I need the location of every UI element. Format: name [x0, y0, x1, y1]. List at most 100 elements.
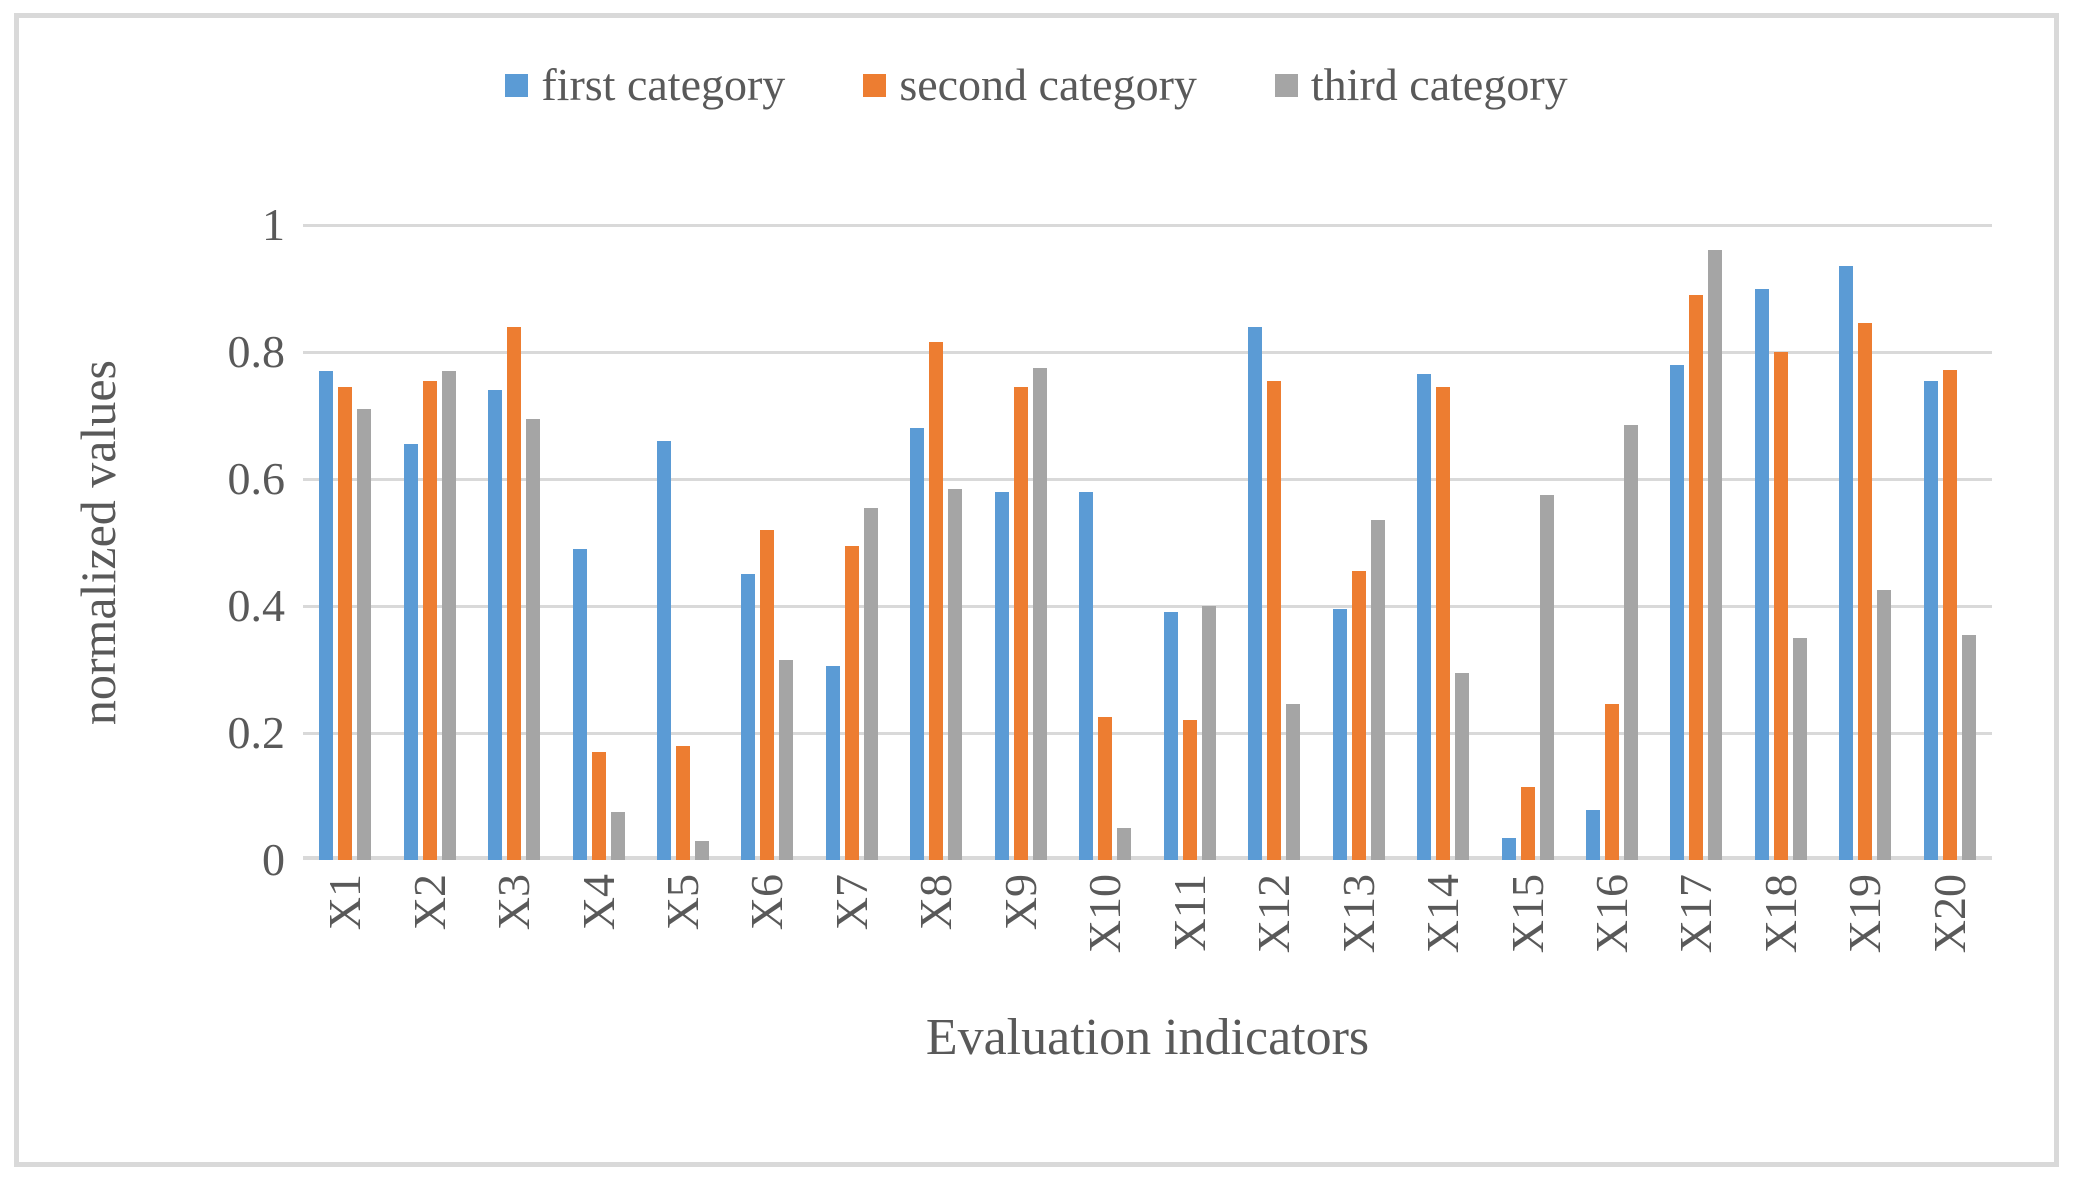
bar-group-X4 [556, 225, 640, 860]
y-axis-title-text: normalized values [70, 359, 126, 726]
bar-group-X17 [1654, 225, 1738, 860]
bar-X5-second [676, 745, 691, 860]
bar-X17-third [1708, 250, 1723, 860]
x-label-cell-X12: X12 [1232, 874, 1316, 1004]
bar-X20-second [1942, 369, 1957, 860]
bar-X8-second [929, 342, 944, 860]
y-axis-title: normalized values [68, 225, 128, 860]
bar-group-X1 [303, 225, 387, 860]
legend-label: first category [541, 59, 786, 110]
bar-group-X5 [641, 225, 725, 860]
bar-X16-first [1586, 810, 1601, 860]
bar-X19-first [1839, 266, 1854, 860]
x-tick-label-X9: X9 [994, 874, 1046, 931]
bar-X12-first [1248, 326, 1263, 860]
y-tick-label-1: 1 [262, 199, 285, 250]
y-tick-label-0.2: 0.2 [227, 707, 286, 758]
legend-item-3: third category [1274, 59, 1568, 110]
gridline-0.2 [303, 731, 1992, 735]
x-label-cell-X3: X3 [472, 874, 556, 1004]
bar-X13-second [1351, 571, 1366, 860]
bar-group-X15 [1485, 225, 1569, 860]
y-tick-label-0.6: 0.6 [227, 453, 286, 504]
y-tick-label-0.8: 0.8 [227, 326, 286, 377]
bar-X1-first [319, 371, 334, 860]
bar-X1-third [357, 409, 372, 860]
x-label-cell-X13: X13 [1316, 874, 1400, 1004]
bar-X17-first [1670, 364, 1685, 860]
bar-series-container [303, 225, 1992, 860]
y-tick-label-0: 0 [262, 834, 285, 885]
x-label-cell-X8: X8 [894, 874, 978, 1004]
bar-X20-first [1923, 380, 1938, 860]
x-label-cell-X1: X1 [303, 874, 387, 1004]
x-tick-label-X1: X1 [319, 874, 371, 931]
bar-X18-second [1773, 352, 1788, 860]
bar-X15-second [1520, 786, 1535, 860]
bar-X14-first [1417, 374, 1432, 860]
x-tick-label-X6: X6 [741, 874, 793, 931]
x-tick-label-X19: X19 [1839, 874, 1891, 954]
bar-X7-first [825, 666, 840, 860]
bar-X11-first [1163, 612, 1178, 860]
x-label-cell-X19: X19 [1823, 874, 1907, 1004]
bar-X14-second [1436, 386, 1451, 860]
x-label-cell-X17: X17 [1654, 874, 1738, 1004]
bar-X2-second [422, 380, 437, 860]
bar-X12-third [1286, 704, 1301, 860]
bar-group-X2 [387, 225, 471, 860]
legend-swatch-icon [863, 73, 887, 97]
legend-label: third category [1310, 59, 1568, 110]
bar-X15-third [1539, 494, 1554, 860]
bar-group-X3 [472, 225, 556, 860]
legend-item-2: second category [863, 62, 1197, 108]
bar-group-X19 [1823, 225, 1907, 860]
bar-group-X14 [1401, 225, 1485, 860]
bar-X19-third [1877, 590, 1892, 860]
bar-X10-second [1098, 717, 1113, 860]
x-label-cell-X14: X14 [1401, 874, 1485, 1004]
bar-X7-second [844, 545, 859, 860]
x-label-cell-X16: X16 [1570, 874, 1654, 1004]
legend-swatch-icon [505, 73, 529, 97]
y-tick-label-0.4: 0.4 [227, 580, 286, 631]
x-label-cell-X20: X20 [1908, 874, 1992, 1004]
bar-group-X12 [1232, 225, 1316, 860]
bar-X3-first [488, 390, 503, 860]
gridline-0.8 [303, 350, 1992, 354]
bar-X11-third [1201, 606, 1216, 860]
bar-X12-second [1267, 380, 1282, 860]
x-tick-label-X20: X20 [1923, 874, 1975, 954]
bar-X20-third [1961, 634, 1976, 860]
bar-X9-first [994, 491, 1009, 860]
chart-legend: first category second category third categ… [0, 62, 2073, 108]
x-tick-label-X15: X15 [1501, 874, 1553, 954]
x-tick-label-X14: X14 [1417, 874, 1469, 954]
bar-X14-third [1455, 672, 1470, 860]
plot-area [303, 223, 1992, 860]
bar-X8-third [948, 488, 963, 860]
bar-X11-second [1182, 720, 1197, 860]
bar-X13-third [1370, 520, 1385, 860]
x-tick-label-X4: X4 [572, 874, 624, 931]
x-axis-line [303, 856, 1992, 860]
x-tick-label-X3: X3 [488, 874, 540, 931]
bar-X10-first [1079, 491, 1094, 860]
bar-X9-second [1013, 386, 1028, 860]
gridline-0.4 [303, 604, 1992, 608]
gridline-0.6 [303, 477, 1992, 481]
bar-group-X8 [894, 225, 978, 860]
x-label-cell-X5: X5 [641, 874, 725, 1004]
bar-X3-third [526, 418, 541, 860]
bar-X6-first [741, 574, 756, 860]
bar-group-X10 [1063, 225, 1147, 860]
bar-X16-second [1605, 704, 1620, 860]
x-label-cell-X7: X7 [810, 874, 894, 1004]
bar-X16-third [1624, 425, 1639, 860]
bar-X4-second [591, 752, 606, 860]
bar-X4-first [572, 548, 587, 860]
bar-X19-second [1858, 323, 1873, 860]
x-label-cell-X2: X2 [387, 874, 471, 1004]
legend-label: second category [899, 59, 1197, 110]
